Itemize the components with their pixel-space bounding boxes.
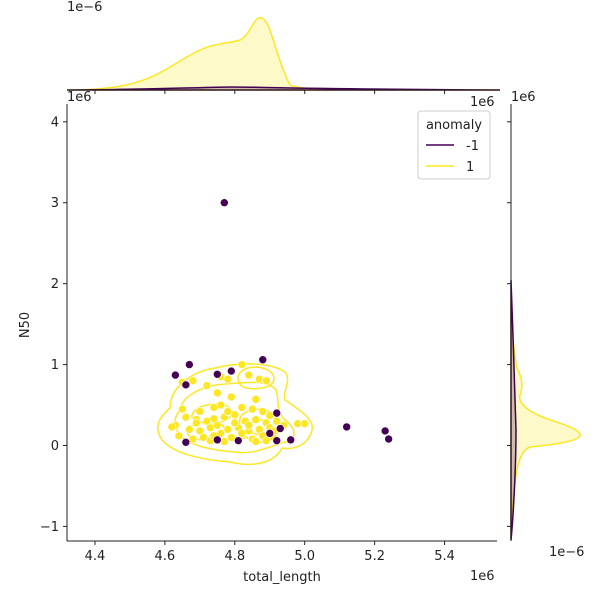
normal-point <box>220 437 229 446</box>
right-kde-fill-minus1 <box>510 279 517 541</box>
anomaly-point <box>227 366 236 376</box>
legend-label-1: 1 <box>466 160 474 175</box>
normal-point <box>251 437 261 446</box>
contour-outer <box>157 363 314 466</box>
right-marginal-offset-label: 1e−6 <box>549 545 584 560</box>
normal-point <box>167 422 177 432</box>
y-tick-label: 0 <box>51 439 59 454</box>
normal-point <box>195 407 205 416</box>
contour-upper-loop <box>237 366 275 390</box>
normal-point <box>227 433 236 442</box>
x-tick-label: 5.4 <box>434 549 455 564</box>
anomaly-point <box>185 360 194 369</box>
legend: anomaly -1 1 <box>417 110 491 180</box>
right-marginal-x-offset-label: 1e6 <box>511 90 536 105</box>
top-kde-fill-1 <box>66 16 501 91</box>
x-offset-label-upper: 1e6 <box>470 95 495 110</box>
y-offset-label: 1e6 <box>67 90 92 105</box>
normal-point <box>261 436 271 445</box>
normal-point <box>251 395 261 404</box>
anomaly-point <box>272 408 282 418</box>
anomaly-point <box>213 369 222 379</box>
top-marginal-offset-label: 1e−6 <box>67 0 102 15</box>
anomaly-point <box>342 422 351 432</box>
normal-point <box>188 434 198 444</box>
anomaly-point <box>181 380 191 390</box>
scatter-points <box>167 198 393 447</box>
normal-point <box>188 376 198 386</box>
main-axes <box>66 104 497 542</box>
normal-point <box>223 407 233 416</box>
y-tick-label: −1 <box>40 520 59 535</box>
normal-point <box>237 429 247 438</box>
anomaly-point <box>181 437 191 447</box>
y-tick-label: 3 <box>51 196 59 211</box>
x-offset-label: 1e6 <box>470 569 495 584</box>
normal-point <box>300 419 310 428</box>
normal-point <box>213 420 222 430</box>
right-marginal-kde <box>510 104 581 541</box>
y-tick-label: 2 <box>51 277 59 292</box>
normal-point <box>223 425 233 434</box>
normal-point <box>227 392 236 402</box>
normal-point <box>230 418 240 428</box>
right-kde-fill-1 <box>510 299 581 541</box>
x-tick-label: 5.2 <box>364 549 385 564</box>
y-tick-label: 4 <box>51 115 59 130</box>
normal-point <box>185 425 194 434</box>
normal-point <box>258 407 268 416</box>
anomaly-point <box>213 435 222 445</box>
anomaly-point <box>265 429 275 438</box>
y-axis-label: N50 <box>18 312 33 338</box>
x-tick-label: 4.4 <box>85 549 106 564</box>
anomaly-point <box>171 370 180 380</box>
normal-point <box>213 388 222 398</box>
normal-point <box>247 404 257 414</box>
anomaly-point <box>272 436 282 445</box>
normal-point <box>174 431 184 441</box>
legend-label-minus1: -1 <box>466 139 479 154</box>
anomaly-point <box>380 426 390 436</box>
normal-point <box>202 381 212 390</box>
normal-point <box>244 420 254 430</box>
anomaly-point <box>234 436 243 445</box>
normal-point <box>192 418 201 428</box>
normal-point <box>237 403 247 412</box>
x-tick-label: 4.6 <box>155 549 176 564</box>
normal-point <box>254 374 264 384</box>
tick-layer: 4.4 4.6 4.8 5.0 5.2 5.4 −1 0 1 2 3 4 <box>40 90 511 564</box>
normal-point <box>244 370 254 380</box>
anomaly-point <box>220 198 229 208</box>
anomaly-point <box>384 434 393 444</box>
normal-point <box>181 412 191 422</box>
legend-title: anomaly <box>426 118 482 133</box>
anomaly-point <box>286 435 296 445</box>
normal-point <box>272 416 282 426</box>
x-tick-label: 4.8 <box>224 549 245 564</box>
normal-point <box>209 403 219 412</box>
normal-point <box>199 433 208 442</box>
normal-point <box>223 374 233 384</box>
top-kde-fill-minus1 <box>66 86 501 91</box>
top-marginal-kde <box>66 16 501 91</box>
normal-point <box>251 415 261 424</box>
normal-point <box>178 404 187 414</box>
x-axis-label: total_length <box>243 570 321 585</box>
anomaly-point <box>258 355 268 365</box>
normal-point <box>237 360 247 369</box>
y-tick-label: 1 <box>51 358 59 373</box>
anomaly-point <box>275 424 285 433</box>
normal-point <box>261 376 271 386</box>
x-tick-label: 5.0 <box>294 549 315 564</box>
